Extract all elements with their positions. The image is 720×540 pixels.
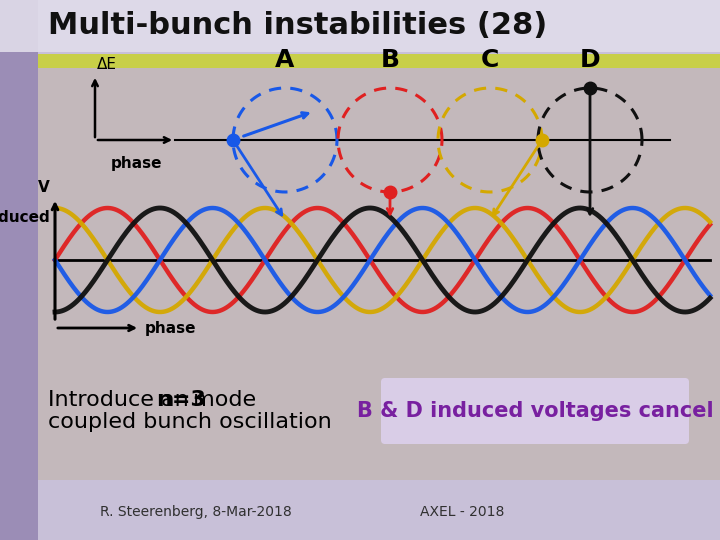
Text: n=3: n=3 [156,390,206,410]
Text: A: A [275,48,294,72]
Text: Introduce an: Introduce an [48,390,196,410]
Text: induced: induced [0,210,50,225]
Text: D: D [580,48,600,72]
Bar [38,54,720,68]
Bar [0,0,38,540]
Text: coupled bunch oscillation: coupled bunch oscillation [48,412,332,432]
Text: V: V [38,180,50,195]
Text: ΔE: ΔE [97,57,117,72]
FancyBboxPatch shape [381,378,689,444]
Text: C: C [481,48,499,72]
Text: AXEL - 2018: AXEL - 2018 [420,505,505,519]
Text: mode: mode [186,390,256,410]
Text: B: B [380,48,400,72]
Bar [38,68,720,480]
Text: B & D induced voltages cancel: B & D induced voltages cancel [356,401,714,421]
Text: Multi-bunch instabilities (28): Multi-bunch instabilities (28) [48,11,547,40]
Text: phase: phase [112,156,163,171]
Text: R. Steerenberg, 8-Mar-2018: R. Steerenberg, 8-Mar-2018 [100,505,292,519]
Text: phase: phase [145,321,197,335]
Bar [0,0,720,52]
